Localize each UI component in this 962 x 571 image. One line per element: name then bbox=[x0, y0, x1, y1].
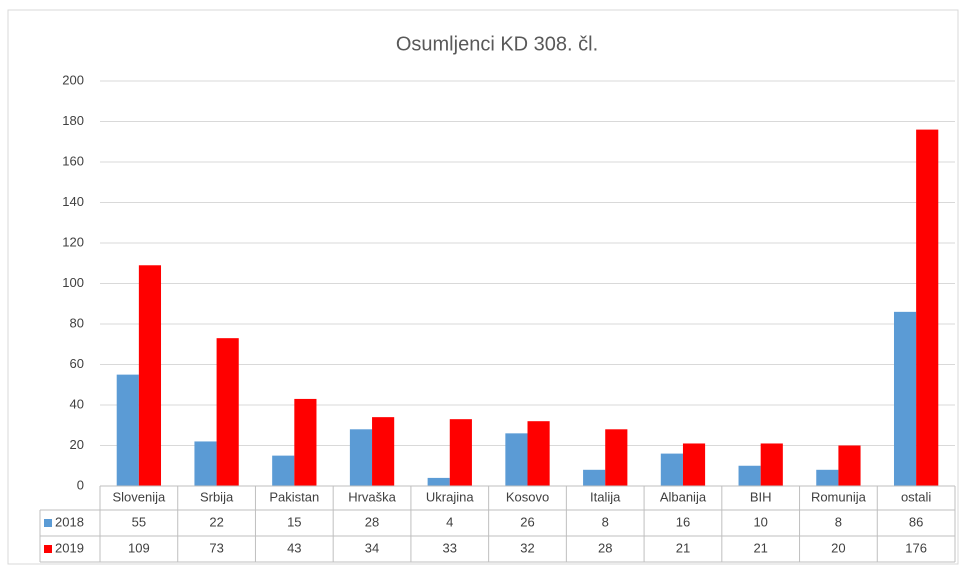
x-tick-label: Italija bbox=[590, 489, 621, 504]
bar bbox=[838, 445, 861, 486]
bar bbox=[527, 421, 550, 486]
table-value: 26 bbox=[520, 514, 534, 529]
bar bbox=[583, 469, 606, 486]
x-tick-label: ostali bbox=[901, 489, 931, 504]
bar bbox=[760, 443, 783, 486]
legend-key bbox=[44, 545, 52, 553]
legend-label: 2019 bbox=[55, 540, 84, 555]
y-tick-label: 80 bbox=[70, 315, 84, 330]
table-value: 21 bbox=[676, 540, 690, 555]
x-tick-label: Srbija bbox=[200, 489, 234, 504]
bar bbox=[194, 441, 217, 486]
table-value: 86 bbox=[909, 514, 923, 529]
y-tick-label: 160 bbox=[62, 153, 84, 168]
y-tick-label: 0 bbox=[77, 477, 84, 492]
bar bbox=[505, 433, 528, 486]
x-tick-label: Slovenija bbox=[112, 489, 166, 504]
table-value: 22 bbox=[209, 514, 223, 529]
x-tick-label: Kosovo bbox=[506, 489, 549, 504]
bar bbox=[294, 398, 317, 486]
table-value: 8 bbox=[602, 514, 609, 529]
legend-key bbox=[44, 519, 52, 527]
bar bbox=[138, 265, 162, 486]
x-tick-label: Pakistan bbox=[269, 489, 319, 504]
chart-title: Osumljenci KD 308. čl. bbox=[396, 33, 598, 55]
table-value: 4 bbox=[446, 514, 453, 529]
table-value: 8 bbox=[835, 514, 842, 529]
y-tick-label: 200 bbox=[62, 72, 84, 87]
bar bbox=[816, 469, 839, 486]
table-value: 20 bbox=[831, 540, 845, 555]
bar bbox=[427, 477, 450, 486]
y-tick-label: 20 bbox=[70, 437, 84, 452]
x-tick-label: BIH bbox=[750, 489, 772, 504]
table-value: 32 bbox=[520, 540, 534, 555]
x-tick-label: Ukrajina bbox=[426, 489, 474, 504]
x-tick-label: Hrvaška bbox=[348, 489, 396, 504]
x-tick-label: Romunija bbox=[811, 489, 867, 504]
bar bbox=[916, 129, 939, 486]
bar bbox=[605, 429, 628, 486]
y-tick-label: 140 bbox=[62, 194, 84, 209]
table-value: 73 bbox=[209, 540, 223, 555]
y-tick-label: 60 bbox=[70, 356, 84, 371]
table-value: 43 bbox=[287, 540, 301, 555]
y-tick-label: 120 bbox=[62, 234, 84, 249]
table-value: 15 bbox=[287, 514, 301, 529]
y-tick-label: 100 bbox=[62, 275, 84, 290]
bar bbox=[449, 419, 472, 486]
table-value: 109 bbox=[128, 540, 150, 555]
bar bbox=[272, 455, 295, 486]
y-tick-label: 180 bbox=[62, 113, 84, 128]
bar bbox=[216, 338, 239, 486]
table-value: 21 bbox=[753, 540, 767, 555]
table-value: 34 bbox=[365, 540, 379, 555]
chart-border bbox=[7, 9, 959, 565]
table-value: 176 bbox=[905, 540, 927, 555]
table-value: 28 bbox=[365, 514, 379, 529]
bar bbox=[682, 443, 706, 486]
bar bbox=[372, 417, 395, 486]
x-tick-label: Albanija bbox=[660, 489, 707, 504]
bar bbox=[738, 465, 761, 486]
table-value: 16 bbox=[676, 514, 690, 529]
table-value: 33 bbox=[443, 540, 457, 555]
bar bbox=[349, 429, 373, 486]
y-tick-label: 40 bbox=[70, 396, 84, 411]
table-value: 28 bbox=[598, 540, 612, 555]
bar bbox=[116, 374, 139, 486]
bar bbox=[660, 453, 683, 486]
table-value: 55 bbox=[132, 514, 146, 529]
legend-label: 2018 bbox=[55, 514, 84, 529]
bar bbox=[893, 311, 917, 486]
table-value: 10 bbox=[753, 514, 767, 529]
